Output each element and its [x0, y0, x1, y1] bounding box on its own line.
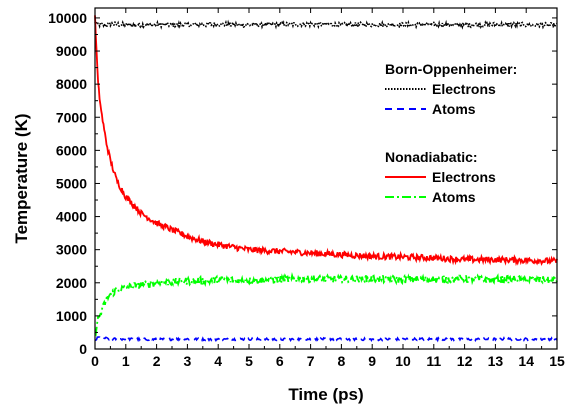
- y-tick-label: 5000: [56, 175, 87, 191]
- y-tick-label: 6000: [56, 142, 87, 158]
- legend: Born-Oppenheimer: Electrons Atoms Nonadiaba…: [385, 61, 517, 205]
- series-line-nonadiabatic-electrons: [94, 15, 558, 267]
- legend-entry-label: Electrons: [432, 81, 496, 97]
- y-tick-label: 4000: [56, 209, 87, 225]
- legend-heading: Born-Oppenheimer:: [385, 61, 517, 77]
- y-axis-title: Temperature (K): [12, 113, 31, 243]
- series-line-born-oppenheimer-electrons: [94, 19, 558, 31]
- x-tick-label: 11: [426, 353, 441, 369]
- y-tick-label: 0: [79, 341, 87, 357]
- x-axis-title: Time (ps): [288, 385, 363, 404]
- series-line-nonadiabatic-atoms: [94, 272, 558, 337]
- series-line-born-oppenheimer-atoms: [94, 335, 558, 343]
- legend-entry-label: Atoms: [432, 189, 476, 205]
- x-tick-label: 15: [549, 353, 565, 369]
- x-tick-label: 13: [488, 353, 504, 369]
- x-tick-label: 6: [276, 353, 284, 369]
- plot-lines: [94, 15, 558, 343]
- x-tick-label: 10: [395, 353, 411, 369]
- x-tick-label: 4: [214, 353, 222, 369]
- x-tick-label: 1: [122, 353, 130, 369]
- x-tick-label: 12: [457, 353, 473, 369]
- y-tick-label: 3000: [56, 242, 87, 258]
- y-tick-label: 8000: [56, 76, 87, 92]
- y-tick-label: 9000: [56, 43, 87, 59]
- y-tick-label: 10000: [48, 10, 87, 26]
- legend-entry-label: Electrons: [432, 169, 496, 185]
- axes: 0 1 2 3 4 5 6 7 8 9 10 11 12 13 14 15010002000300040005…: [12, 7, 565, 404]
- x-tick-label: 7: [307, 353, 315, 369]
- y-tick-label: 2000: [56, 275, 87, 291]
- x-tick-label: 9: [368, 353, 376, 369]
- x-tick-label: 3: [184, 353, 192, 369]
- y-tick-label: 7000: [56, 109, 87, 125]
- legend-entry-label: Atoms: [432, 101, 476, 117]
- y-tick-label: 1000: [56, 308, 87, 324]
- x-tick-label: 8: [338, 353, 346, 369]
- x-tick-label: 14: [518, 353, 534, 369]
- legend-heading: Nonadiabatic:: [385, 149, 478, 165]
- x-tick-label: 5: [245, 353, 253, 369]
- x-tick-label: 0: [91, 353, 99, 369]
- x-tick-label: 2: [153, 353, 161, 369]
